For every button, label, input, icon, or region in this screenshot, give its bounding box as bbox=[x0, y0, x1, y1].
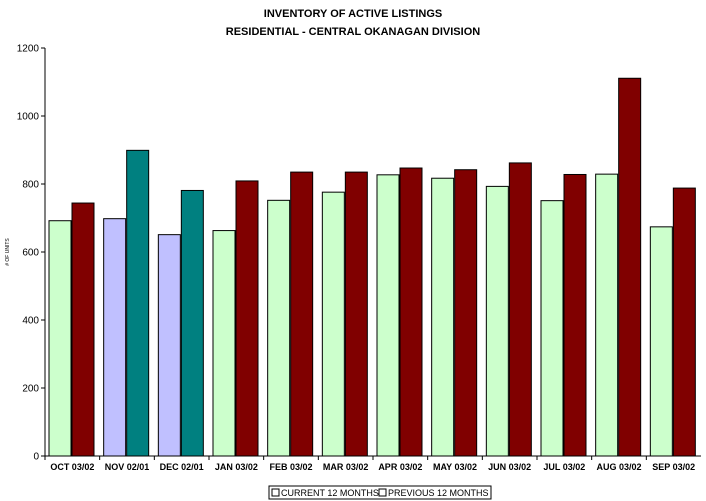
bar-current bbox=[431, 177, 455, 457]
bar-current bbox=[267, 199, 291, 457]
x-tick-label: NOV 02/01 bbox=[105, 462, 150, 472]
y-tick-label: 1000 bbox=[17, 112, 40, 123]
bar-current bbox=[485, 185, 509, 457]
bar-previous bbox=[344, 171, 368, 457]
y-tick-label: 600 bbox=[22, 248, 39, 259]
y-tick-label: 200 bbox=[22, 384, 39, 395]
y-axis: 0 200 400 600 800 1000 1200 bbox=[17, 44, 45, 463]
x-tick-label: FEB 03/02 bbox=[269, 462, 312, 472]
bar-previous bbox=[618, 77, 642, 457]
x-axis: OCT 03/02 NOV 02/01 DEC 02/01 JAN 03/02 FEB … bbox=[44, 456, 695, 472]
legend-label-current: CURRENT 12 MONTHS bbox=[281, 488, 379, 498]
bar-previous bbox=[235, 180, 259, 457]
bar-current bbox=[103, 218, 127, 457]
bar-previous bbox=[508, 162, 532, 457]
bar-previous bbox=[563, 173, 587, 457]
x-tick-label: AUG 03/02 bbox=[596, 462, 641, 472]
legend: CURRENT 12 MONTHS PREVIOUS 12 MONTHS bbox=[268, 485, 492, 500]
bar-previous bbox=[454, 169, 478, 457]
bar-current bbox=[649, 226, 673, 457]
bar-previous bbox=[672, 187, 696, 457]
x-tick-label: DEC 02/01 bbox=[160, 462, 204, 472]
x-tick-label: JAN 03/02 bbox=[215, 462, 258, 472]
bar-current bbox=[321, 191, 345, 457]
x-tick-label: SEP 03/02 bbox=[652, 462, 695, 472]
bar-current bbox=[48, 220, 72, 457]
bar-previous bbox=[126, 149, 150, 457]
bar-current bbox=[595, 173, 619, 457]
x-tick-label: JUL 03/02 bbox=[543, 462, 585, 472]
y-axis-label: # OF UNITS bbox=[5, 238, 11, 266]
bar-current bbox=[376, 174, 400, 457]
y-tick-label: 400 bbox=[22, 316, 39, 327]
y-tick-label: 1200 bbox=[17, 44, 40, 55]
bar-current bbox=[540, 200, 564, 457]
bar-current bbox=[212, 230, 236, 457]
y-tick-label: 0 bbox=[33, 452, 39, 463]
chart-title: INVENTORY OF ACTIVE LISTINGS bbox=[264, 8, 442, 20]
bar-previous bbox=[290, 171, 314, 457]
y-tick-label: 800 bbox=[22, 180, 39, 191]
legend-swatch-current bbox=[271, 488, 280, 497]
x-tick-label: OCT 03/02 bbox=[50, 462, 94, 472]
x-tick-label: MAR 03/02 bbox=[323, 462, 369, 472]
bar-previous bbox=[71, 202, 95, 457]
bars bbox=[48, 77, 696, 457]
bar-previous bbox=[399, 167, 423, 457]
legend-swatch-previous bbox=[378, 488, 387, 497]
x-tick-label: JUN 03/02 bbox=[488, 462, 531, 472]
bar-previous bbox=[180, 189, 204, 457]
chart-subtitle: RESIDENTIAL - CENTRAL OKANAGAN DIVISION bbox=[226, 26, 480, 38]
x-tick-label: APR 03/02 bbox=[378, 462, 422, 472]
x-tick-label: MAY 03/02 bbox=[433, 462, 477, 472]
legend-label-previous: PREVIOUS 12 MONTHS bbox=[388, 488, 489, 498]
bar-current bbox=[157, 234, 181, 457]
